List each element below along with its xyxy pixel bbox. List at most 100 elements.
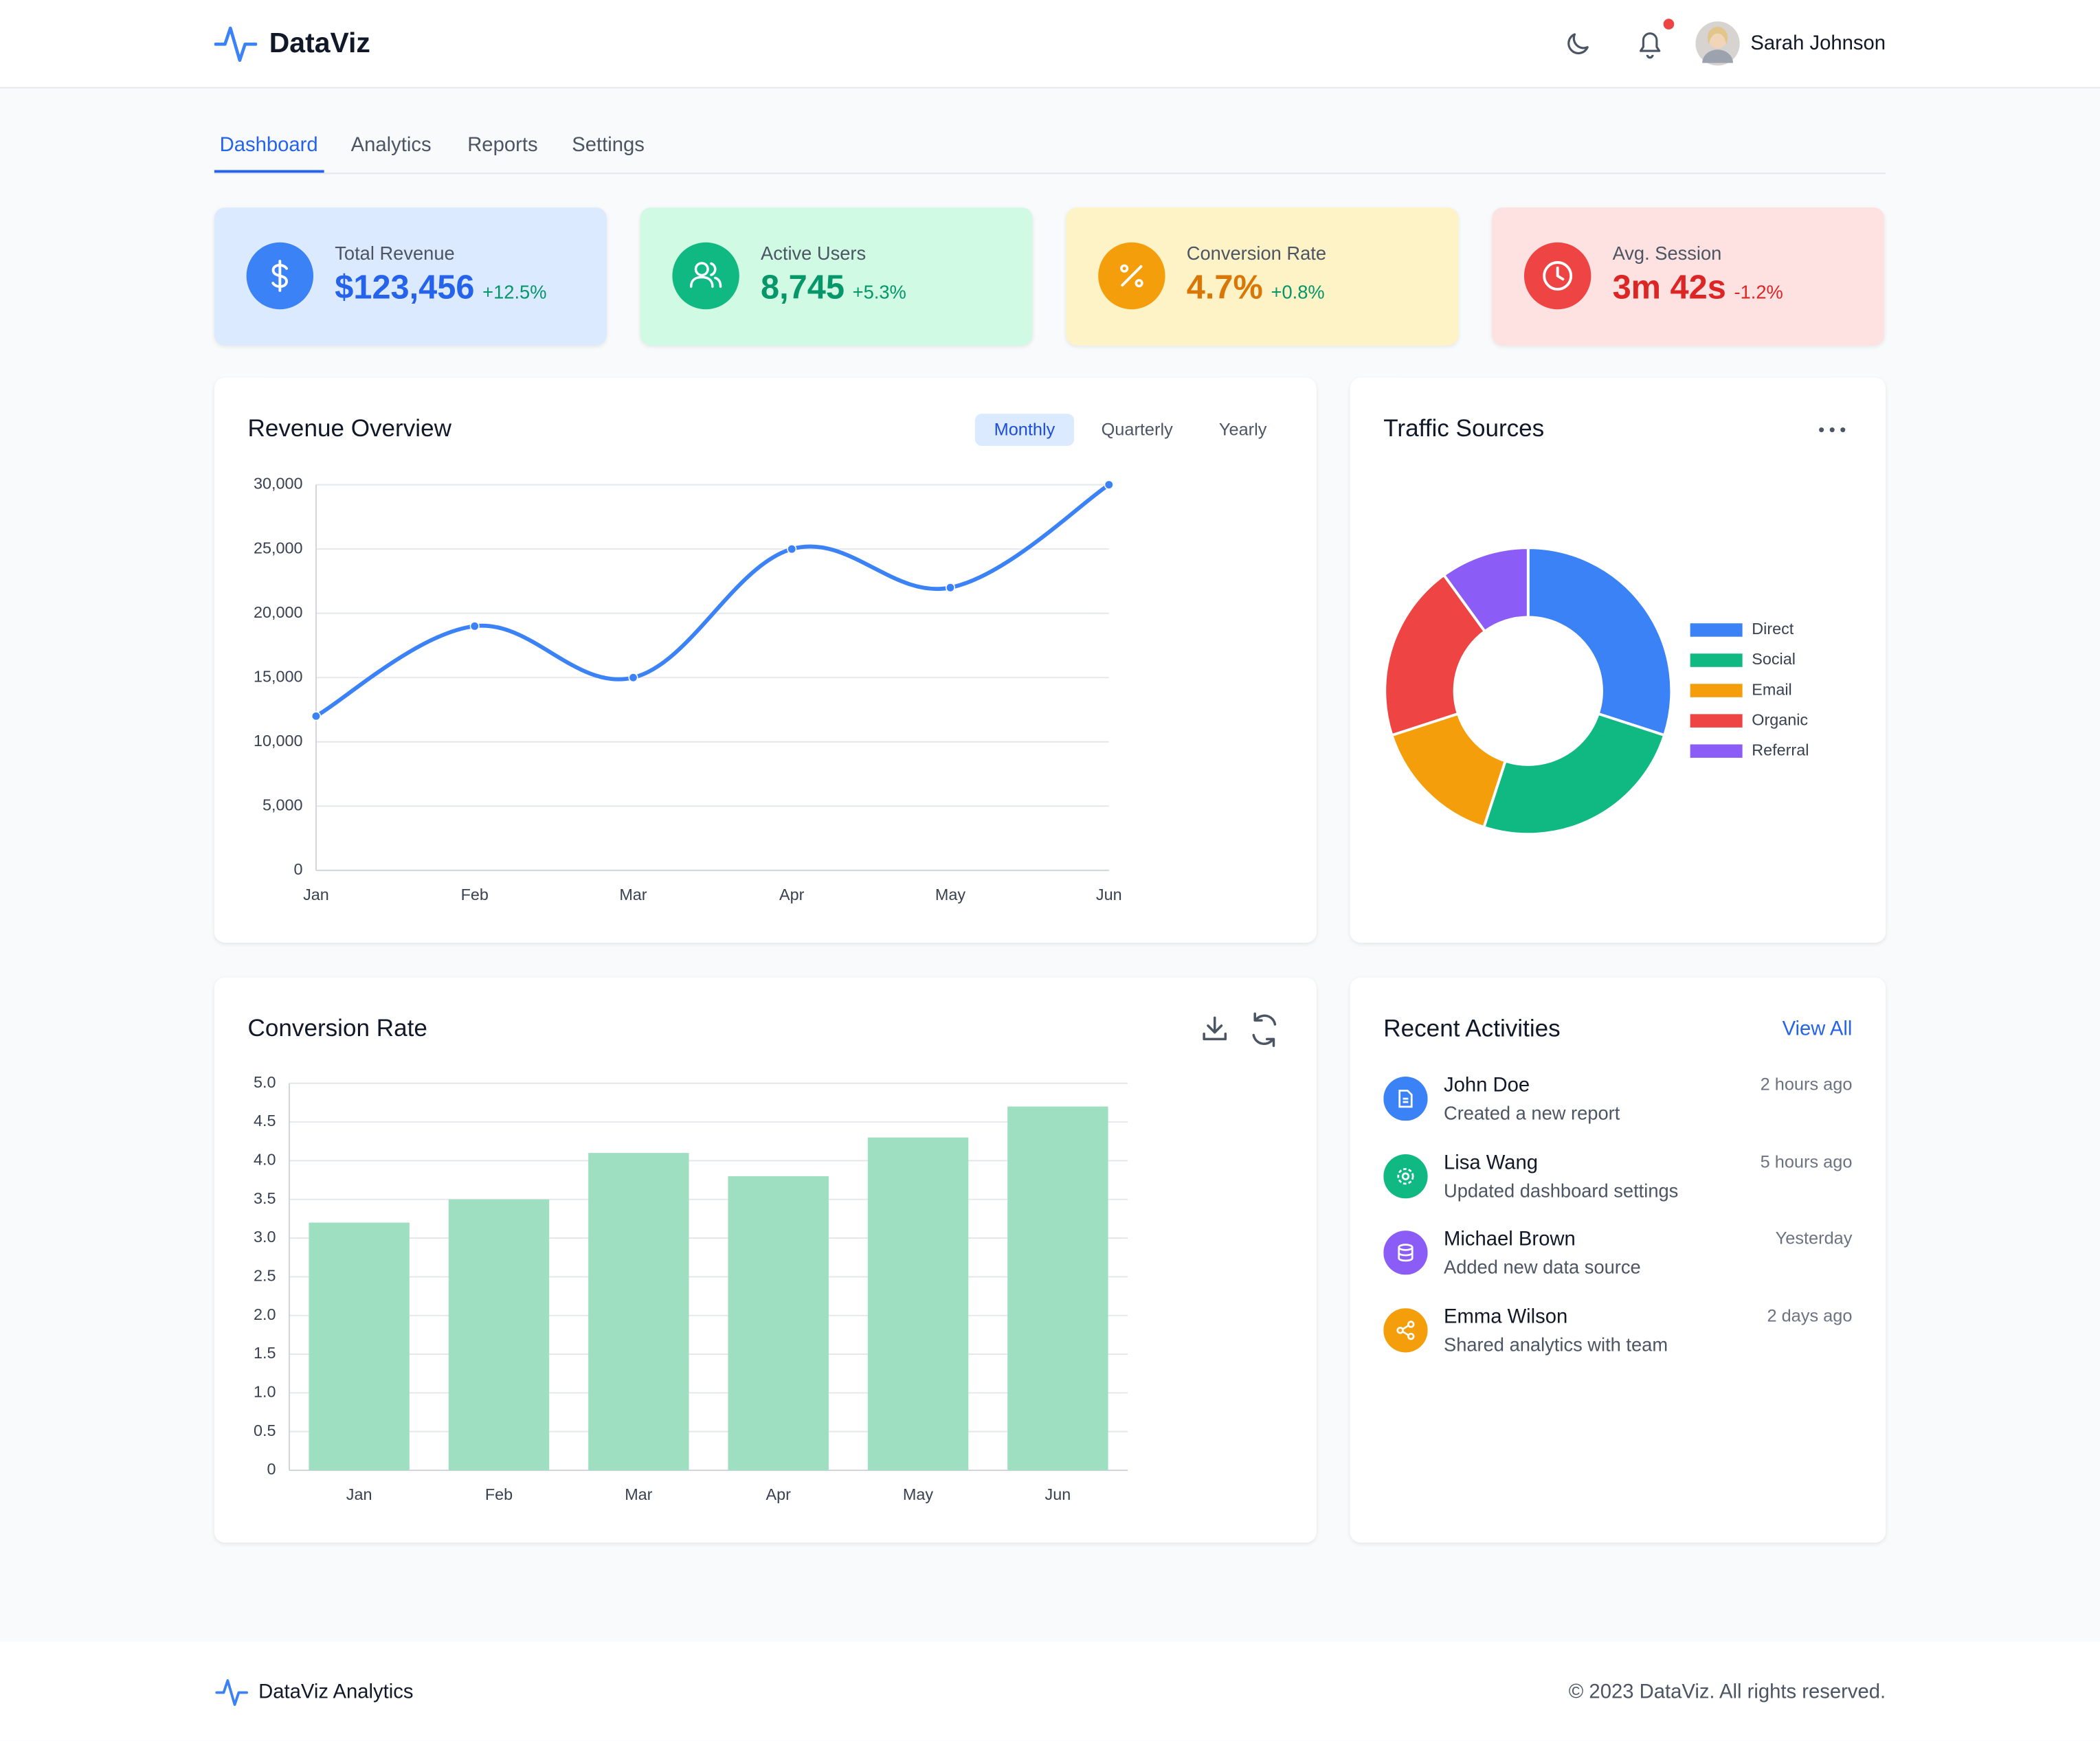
- bar: [867, 1137, 969, 1470]
- stat-label: Active Users: [761, 242, 867, 264]
- x-tick-label: Jun: [1096, 886, 1122, 903]
- stat-value: 4.7% +0.8%: [1187, 269, 1325, 308]
- stat-change: +0.8%: [1271, 281, 1325, 303]
- panel-title: Conversion Rate: [248, 1015, 427, 1042]
- y-tick-label: 5,000: [262, 796, 303, 813]
- footer-brand: DataViz Analytics: [258, 1680, 414, 1704]
- x-tick-label: Apr: [779, 886, 805, 903]
- stat-change: +5.3%: [852, 281, 906, 303]
- legend-swatch: [1690, 623, 1743, 637]
- tab[interactable]: Reports: [467, 133, 538, 157]
- period-button[interactable]: Yearly: [1219, 420, 1267, 439]
- stat-card: Active Users 8,745 +5.3%: [640, 207, 1033, 346]
- stat-icon: [672, 242, 739, 310]
- user-name[interactable]: Sarah Johnson: [1750, 32, 1886, 55]
- y-tick-label: 4.5: [254, 1112, 276, 1130]
- y-tick-label: 0: [293, 860, 302, 878]
- tab-divider: [214, 172, 1886, 175]
- point: [469, 621, 480, 631]
- panel-title: Traffic Sources: [1383, 415, 1544, 442]
- y-tick-label: 0.5: [254, 1422, 276, 1439]
- activity-action: Created a new report: [1444, 1102, 1620, 1124]
- y-tick-label: 0: [267, 1460, 276, 1478]
- x-tick-label: Jan: [303, 886, 329, 903]
- legend-label: Social: [1752, 650, 1796, 668]
- stat-value: $123,456 +12.5%: [335, 269, 546, 308]
- tab-indicator: [214, 170, 324, 173]
- activities-panel: Recent Activities View All John Doe Crea…: [1350, 977, 1886, 1543]
- period-button[interactable]: Monthly: [994, 420, 1055, 439]
- notification-dot: [1663, 19, 1675, 30]
- refresh-button[interactable]: [1252, 1012, 1277, 1047]
- activity-item: Michael Brown Added new data source Yest…: [1383, 1228, 1852, 1294]
- stat-number: 4.7%: [1186, 269, 1263, 307]
- activity-icon: [1383, 1307, 1428, 1352]
- brand[interactable]: DataViz: [269, 27, 370, 59]
- menu-dot: [1840, 427, 1846, 433]
- notifications[interactable]: [1634, 27, 1674, 62]
- legend-label: Direct: [1752, 620, 1794, 638]
- y-tick-label: 3.0: [254, 1228, 276, 1246]
- stat-icon: [1523, 242, 1591, 310]
- x-tick-label: Mar: [619, 886, 647, 903]
- activity-time: 5 hours ago: [1760, 1151, 1853, 1171]
- stat-card: Total Revenue $123,456 +12.5%: [214, 207, 607, 346]
- period-button[interactable]: Quarterly: [1102, 420, 1173, 439]
- legend-swatch: [1690, 744, 1743, 758]
- stat-change: -1.2%: [1734, 281, 1783, 303]
- y-tick-label: 4.0: [254, 1151, 276, 1169]
- y-tick-label: 5.0: [254, 1073, 276, 1091]
- y-tick-label: 3.5: [254, 1189, 276, 1207]
- y-tick-label: 10,000: [254, 732, 303, 750]
- activity-action: Added new data source: [1444, 1256, 1641, 1278]
- tab[interactable]: Analytics: [350, 133, 432, 157]
- stat-label: Conversion Rate: [1186, 242, 1327, 264]
- y-tick-label: 1.5: [254, 1344, 276, 1362]
- legend-label: Email: [1752, 680, 1791, 698]
- header: DataViz Sarah Johnson: [0, 0, 2100, 89]
- activity-item: Emma Wilson Shared analytics with team 2…: [1383, 1305, 1852, 1371]
- activity-action: Updated dashboard settings: [1444, 1179, 1679, 1201]
- stat-number: $123,456: [335, 269, 475, 307]
- point: [945, 583, 956, 593]
- stat-value: 3m 42s -1.2%: [1613, 269, 1783, 308]
- period-button-bg: [974, 414, 1075, 447]
- bar: [448, 1199, 550, 1470]
- activity-time: 2 days ago: [1767, 1305, 1853, 1325]
- donut-slice: [1389, 712, 1508, 829]
- stat-label: Avg. Session: [1612, 242, 1722, 264]
- activity-name: Michael Brown: [1444, 1228, 1576, 1251]
- download-button[interactable]: [1203, 1016, 1227, 1041]
- y-tick-label: 2.0: [254, 1305, 276, 1323]
- stat-card: Avg. Session 3m 42s -1.2%: [1492, 207, 1885, 346]
- stat-label: Total Revenue: [335, 242, 455, 264]
- activity-item: Lisa Wang Updated dashboard settings 5 h…: [1383, 1151, 1852, 1217]
- y-tick-label: 1.0: [254, 1383, 276, 1401]
- bar: [309, 1222, 410, 1470]
- tab[interactable]: Settings: [572, 133, 645, 157]
- activity-icon: [1383, 1154, 1428, 1198]
- donut-slice: [1482, 712, 1666, 836]
- legend-swatch: [1690, 714, 1743, 728]
- activity-time: Yesterday: [1775, 1228, 1853, 1248]
- view-all-link[interactable]: View All: [1782, 1018, 1853, 1041]
- x-tick-label: May: [935, 886, 965, 903]
- donut-slice: [1383, 573, 1487, 737]
- x-tick-label: Jun: [1045, 1485, 1071, 1503]
- theme-toggle[interactable]: [1563, 30, 1592, 59]
- stat-change: +12.5%: [482, 281, 547, 303]
- activity-item: John Doe Created a new report 2 hours ag…: [1383, 1074, 1852, 1141]
- menu-dot: [1819, 427, 1824, 433]
- y-tick-label: 20,000: [254, 603, 303, 621]
- donut-slice: [1526, 546, 1673, 737]
- activity-icon: [1383, 1076, 1428, 1121]
- footer-logo: [215, 1679, 248, 1706]
- stat-card: Conversion Rate 4.7% +0.8%: [1066, 207, 1459, 346]
- legend-swatch: [1690, 653, 1743, 667]
- tab[interactable]: Dashboard: [219, 133, 318, 157]
- menu-dot: [1829, 427, 1835, 433]
- revenue-chart: Revenue Overview Monthly Quarterly Yearly 0 5…: [214, 377, 1317, 943]
- avatar[interactable]: [1695, 21, 1740, 66]
- copyright: © 2023 DataViz. All rights reserved.: [1568, 1680, 1886, 1704]
